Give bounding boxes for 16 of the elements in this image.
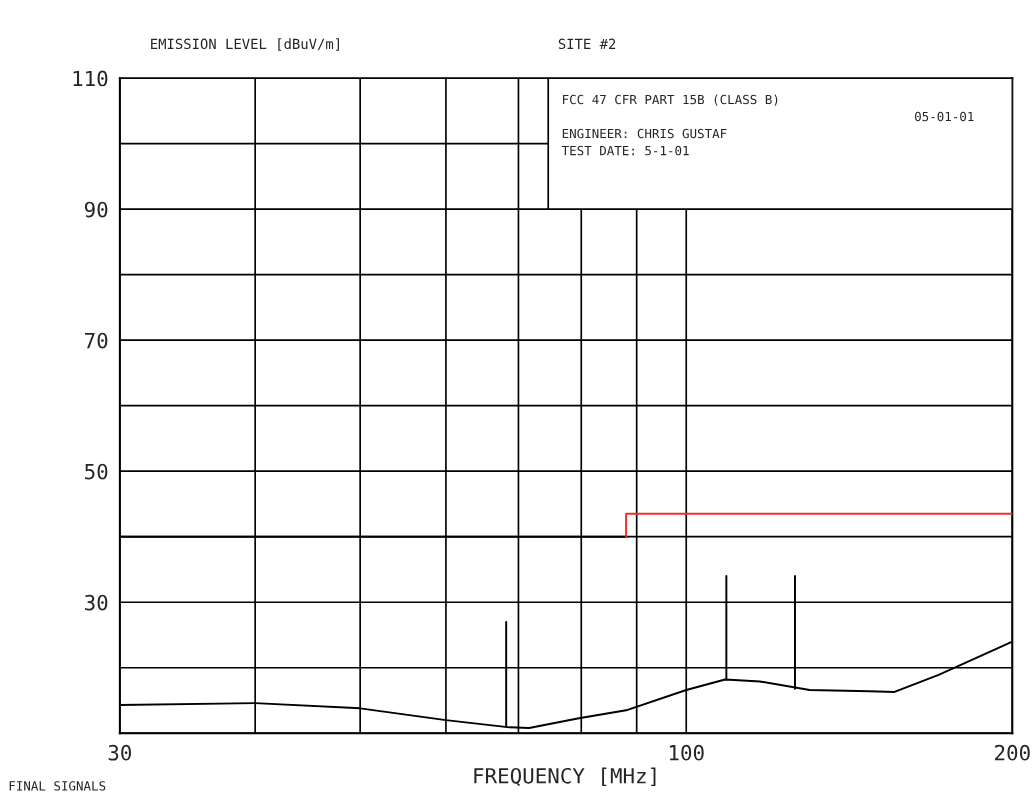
annotation: TEST DATE: 5-1-01 [561,145,689,156]
x-tick-label: 100 [669,744,704,761]
text: FINAL SIGNALS [9,781,106,791]
y-tick-label: 70 [85,332,108,349]
y-tick-label: 50 [85,463,108,480]
y-axis-title: EMISSION LEVEL [dBuV/m] [151,38,339,51]
y-tick-label: 90 [84,201,108,218]
y-tick-label: 30 [85,594,108,611]
x-tick-label: 30 [108,744,132,761]
annotation: 05-01-01 [914,111,974,122]
x-tick-label: 200 [995,744,1030,761]
x-axis-title: FREQUENCY [MHz] [474,767,656,787]
annotation: ENGINEER: CHRIS GUSTAF [562,128,727,139]
chart-title: SITE #2 [558,38,616,50]
y-tick-label: 110 [73,70,108,87]
annotation: FCC 47 CFR PART 15B (CLASS B) [563,94,778,106]
